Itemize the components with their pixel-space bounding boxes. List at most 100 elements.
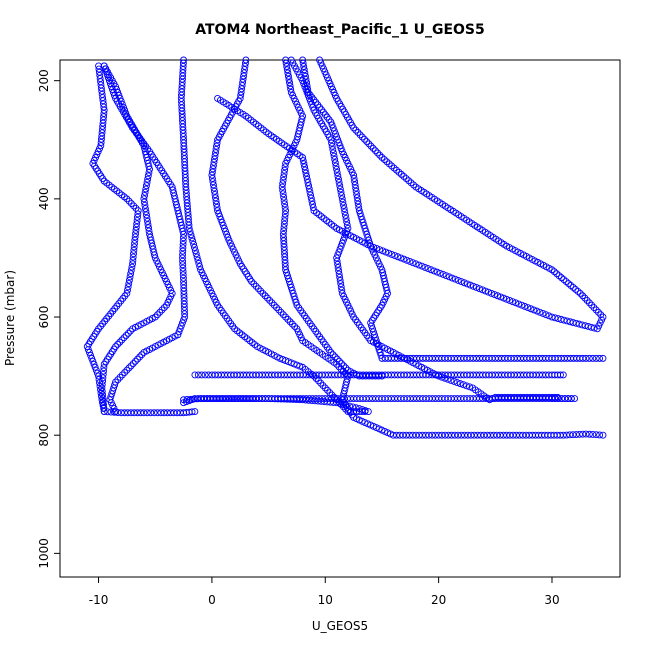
data-point <box>179 267 187 275</box>
data-point <box>194 371 202 379</box>
x-tick-label: 0 <box>208 593 216 607</box>
data-point <box>122 332 130 339</box>
data-point <box>123 366 131 374</box>
data-point <box>121 106 129 114</box>
data-point <box>339 236 347 244</box>
data-point <box>329 351 337 359</box>
data-point <box>143 214 151 222</box>
series-2 <box>100 62 189 416</box>
data-point <box>241 62 249 70</box>
data-point <box>211 155 218 163</box>
data-point <box>545 312 553 320</box>
data-point <box>299 157 307 165</box>
data-point <box>89 357 97 365</box>
data-point <box>317 379 325 387</box>
data-point <box>259 289 267 297</box>
data-point <box>145 224 152 232</box>
data-point <box>100 106 108 114</box>
data-point <box>542 311 550 319</box>
data-point <box>589 354 597 362</box>
data-point <box>418 431 426 439</box>
data-point <box>255 395 263 403</box>
data-point <box>595 308 602 316</box>
data-point <box>530 306 538 314</box>
data-point <box>499 431 507 439</box>
data-point <box>376 246 384 254</box>
data-point <box>336 277 344 284</box>
data-point <box>327 136 335 144</box>
data-point <box>83 343 91 351</box>
data-point <box>258 395 266 403</box>
data-point <box>167 409 175 417</box>
data-point <box>358 133 366 141</box>
data-point <box>98 132 106 140</box>
data-point <box>491 291 498 299</box>
data-point <box>370 331 378 339</box>
data-point <box>301 72 309 80</box>
data-point <box>238 85 246 93</box>
data-point <box>179 274 187 282</box>
data-point <box>355 203 363 211</box>
series-6 <box>278 56 386 380</box>
data-point <box>281 163 289 171</box>
x-tick-label: -10 <box>89 593 109 607</box>
data-point <box>179 237 187 245</box>
data-point <box>397 254 405 262</box>
data-point <box>205 371 212 379</box>
data-point <box>281 210 289 218</box>
data-point <box>250 280 258 288</box>
data-point <box>579 354 587 362</box>
data-point <box>350 124 358 132</box>
data-point <box>191 371 199 379</box>
data-point <box>156 308 164 316</box>
data-point <box>232 395 240 403</box>
data-point <box>187 231 195 239</box>
data-point <box>418 262 426 270</box>
data-point <box>385 249 393 257</box>
data-point <box>599 431 607 439</box>
data-point <box>333 254 341 262</box>
x-tick-label: 20 <box>431 593 446 607</box>
data-point <box>151 251 158 259</box>
data-point <box>98 381 106 388</box>
data-point <box>554 393 562 401</box>
data-point <box>360 221 368 229</box>
data-point <box>98 126 106 134</box>
data-point <box>99 116 107 124</box>
series-8 <box>299 56 607 362</box>
data-point <box>385 160 393 168</box>
data-point <box>141 192 148 200</box>
data-point <box>572 285 580 293</box>
data-point <box>516 431 524 439</box>
data-point <box>342 364 350 372</box>
data-point <box>396 431 404 439</box>
data-point <box>335 267 343 275</box>
data-point <box>97 135 105 143</box>
data-point <box>329 146 337 154</box>
data-point <box>337 242 345 250</box>
data-point <box>224 233 232 241</box>
series-7 <box>287 56 562 404</box>
data-point <box>190 240 198 248</box>
data-point <box>252 395 260 403</box>
x-tick-label: 10 <box>318 593 333 607</box>
data-point <box>353 194 361 202</box>
data-point <box>179 251 187 259</box>
data-point <box>112 408 119 416</box>
data-point <box>444 375 452 383</box>
data-point <box>364 408 372 416</box>
data-point <box>304 179 312 186</box>
data-point <box>191 244 198 251</box>
data-point <box>362 372 370 380</box>
data-point <box>474 431 481 439</box>
data-point <box>372 372 379 380</box>
data-point <box>143 409 151 417</box>
data-point <box>430 267 438 275</box>
data-point <box>572 431 580 438</box>
data-point <box>394 253 402 261</box>
data-point <box>126 273 134 281</box>
data-point <box>279 311 287 319</box>
data-point <box>129 253 137 261</box>
data-point <box>141 205 149 212</box>
data-point <box>213 203 221 211</box>
